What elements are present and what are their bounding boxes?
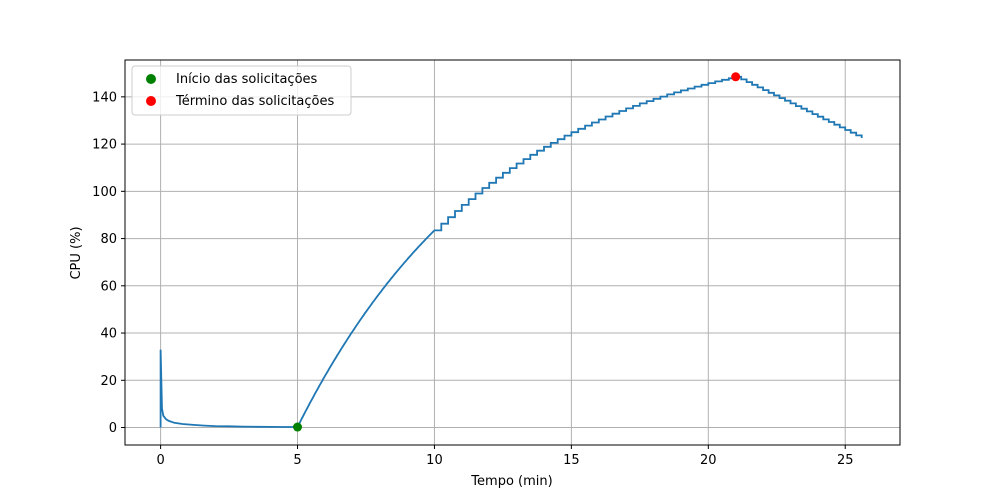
- start-marker-point: [293, 422, 303, 432]
- x-tick-label: 15: [563, 453, 580, 468]
- y-tick-label: 20: [100, 374, 117, 389]
- legend-marker-start: [146, 74, 156, 84]
- y-tick-label: 60: [100, 279, 117, 294]
- y-tick-label: 140: [92, 90, 117, 105]
- x-tick-label: 0: [156, 453, 164, 468]
- axis-ticks: 0 5 10 15 20 25 0 20 40 60 80 100 120 140: [92, 90, 853, 468]
- legend-label-end: Término das solicitações: [175, 94, 334, 109]
- x-axis-label: Tempo (min): [470, 474, 552, 489]
- x-tick-label: 10: [426, 453, 443, 468]
- cpu-series-idle-line: [159, 349, 298, 428]
- y-tick-label: 100: [92, 185, 117, 200]
- legend-label-start: Início das solicitações: [176, 72, 318, 87]
- cpu-series-load-line: [296, 75, 863, 428]
- plot-frame: [124, 59, 901, 446]
- y-tick-label: 0: [109, 421, 117, 436]
- end-marker-point: [731, 72, 741, 82]
- legend-marker-end: [146, 96, 156, 106]
- x-tick-label: 25: [837, 453, 854, 468]
- legend-box: [131, 65, 352, 116]
- legend: Início das solicitações Término das soli…: [131, 65, 352, 116]
- x-tick-label: 5: [293, 453, 301, 468]
- marker-layer: [293, 72, 741, 432]
- y-axis-label: CPU (%): [69, 226, 84, 279]
- y-tick-label: 40: [100, 327, 117, 342]
- grid-lines: [125, 60, 900, 445]
- x-tick-label: 20: [700, 453, 717, 468]
- y-tick-label: 120: [92, 138, 117, 153]
- y-tick-label: 80: [100, 232, 117, 247]
- series-layer: [159, 75, 863, 428]
